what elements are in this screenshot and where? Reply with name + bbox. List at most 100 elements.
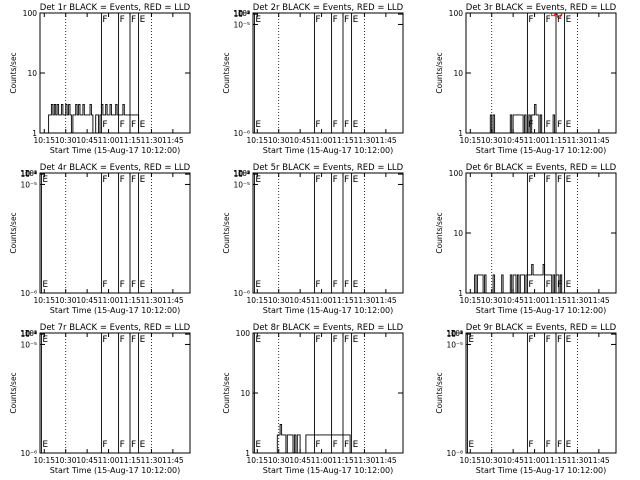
y-tick-label: 10⁻³ [20,169,37,178]
x-tick-label: 11:45 [162,296,184,305]
flag-label-top: F [528,335,533,345]
flag-label-bottom: F [344,120,349,130]
flag-label-bottom: F [131,120,136,130]
y-tick-label: 1 [458,129,463,138]
flag-label-top: E [566,335,572,345]
y-tick-label: 1 [32,129,37,138]
panel-title: Det 2r BLACK = Events, RED = LLD [253,3,404,13]
series-events-line [275,423,352,454]
flag-label-top: F [131,15,136,25]
flag-label-top: F [120,335,125,345]
x-tick-label: 11:00 [524,296,546,305]
detector-panel-6: Det 6r BLACK = Events, RED = LLDFFFFFFEE… [435,163,617,315]
flag-label-top: F [546,175,551,185]
flag-label-bottom: F [131,280,136,290]
flag-label-bottom: E [468,440,474,450]
flag-label-top: E [353,175,359,185]
flag-label-bottom: F [333,120,338,130]
flag-label-bottom: E [566,440,572,450]
flag-label-bottom: F [120,280,125,290]
detector-panel-4: Det 4r BLACK = Events, RED = LLDEEFFFFFF… [9,163,191,315]
flag-label-bottom: E [140,120,146,130]
flag-label-top: F [102,175,107,185]
x-tick-label: 11:45 [375,136,397,145]
flag-label-bottom: F [557,440,562,450]
flag-label-top: F [546,15,551,25]
x-tick-label: 11:45 [588,456,610,465]
flag-label-bottom: F [333,440,338,450]
x-tick-label: 11:30 [354,456,376,465]
panel-title: Det 9r BLACK = Events, RED = LLD [466,323,617,333]
x-tick-label: 10:15 [33,296,55,305]
flag-label-top: F [528,175,533,185]
x-tick-label: 10:45 [289,136,311,145]
flag-label-bottom: E [566,120,572,130]
y-axis-label: Counts/sec [222,372,231,413]
y-tick-label: 10⁻⁵ [446,340,463,349]
x-axis-label: Start Time (15-Aug-17 10:12:00) [50,306,181,315]
flag-label-top: E [468,335,474,345]
flag-label-bottom: E [255,440,261,450]
flag-label-top: F [333,15,338,25]
x-tick-label: 11:30 [567,136,589,145]
flag-label-bottom: F [546,280,551,290]
y-axis-label: Counts/sec [9,212,18,253]
y-axis-label: Counts/sec [435,212,444,253]
y-tick-label: 10⁻³ [233,169,250,178]
flag-label-top: E [255,175,261,185]
plot-frame [252,172,404,294]
x-tick-label: 10:15 [33,136,55,145]
y-tick-label: 10⁻⁴ [233,10,250,19]
x-tick-label: 10:15 [246,296,268,305]
x-tick-label: 11:30 [354,136,376,145]
detector-panel-7: Det 7r BLACK = Events, RED = LLDEEFFFFFF… [9,323,191,475]
flag-label-bottom: F [102,280,107,290]
y-tick-label: 10⁻¹ [20,329,37,338]
x-tick-label: 11:45 [375,296,397,305]
x-tick-label: 11:00 [311,136,333,145]
x-tick-label: 11:45 [375,456,397,465]
panel-title: Det 3r BLACK = Events, RED = LLD [466,3,617,13]
y-tick-label: 10⁰ [450,329,463,338]
x-tick-label: 11:15 [119,136,141,145]
x-tick-label: 11:15 [332,296,354,305]
x-axis-label: Start Time (15-Aug-17 10:12:00) [263,306,394,315]
y-tick-label: 10⁻⁵ [233,20,250,29]
y-tick-label: 10⁻⁴ [446,330,463,339]
flag-label-bottom: E [353,440,359,450]
x-tick-label: 10:30 [268,456,290,465]
flag-label-bottom: F [528,280,533,290]
flag-label-top: F [131,335,136,345]
flag-label-top: F [315,335,320,345]
y-tick-label: 10⁻¹ [20,169,37,178]
panel-title: Det 4r BLACK = Events, RED = LLD [40,163,191,173]
x-tick-label: 11:15 [119,456,141,465]
flag-label-bottom: E [255,280,261,290]
x-tick-label: 10:15 [459,136,481,145]
panel-title: Det 8r BLACK = Events, RED = LLD [253,323,404,333]
y-axis-label: Counts/sec [222,212,231,253]
x-tick-label: 10:30 [481,136,503,145]
x-tick-label: 10:30 [55,456,77,465]
x-tick-label: 11:00 [98,296,120,305]
y-tick-label: 10⁻³ [233,9,250,18]
detector-panel-3: Det 3r BLACK = Events, RED = LLDFFFFFFEE… [435,3,617,155]
y-tick-label: 10⁻⁵ [20,180,37,189]
y-tick-label: 10⁻¹ [233,9,250,18]
y-tick-label: 10⁻⁵ [20,340,37,349]
detector-panel-5: Det 5r BLACK = Events, RED = LLDEEFFFFFF… [222,163,404,315]
x-tick-label: 10:45 [502,136,524,145]
flag-label-bottom: E [566,280,572,290]
flag-label-top: F [528,15,533,25]
panel-title: Det 5r BLACK = Events, RED = LLD [253,163,404,173]
flag-label-top: E [140,335,146,345]
y-tick-label: 10⁻¹ [446,329,463,338]
y-tick-label: 10⁻⁶ [233,129,250,138]
y-tick-label: 10⁻⁶ [20,289,37,298]
x-tick-label: 11:30 [141,136,163,145]
x-axis-label: Start Time (15-Aug-17 10:12:00) [50,146,181,155]
x-tick-label: 10:30 [268,136,290,145]
flag-label-bottom: E [353,120,359,130]
x-tick-label: 11:15 [545,136,567,145]
